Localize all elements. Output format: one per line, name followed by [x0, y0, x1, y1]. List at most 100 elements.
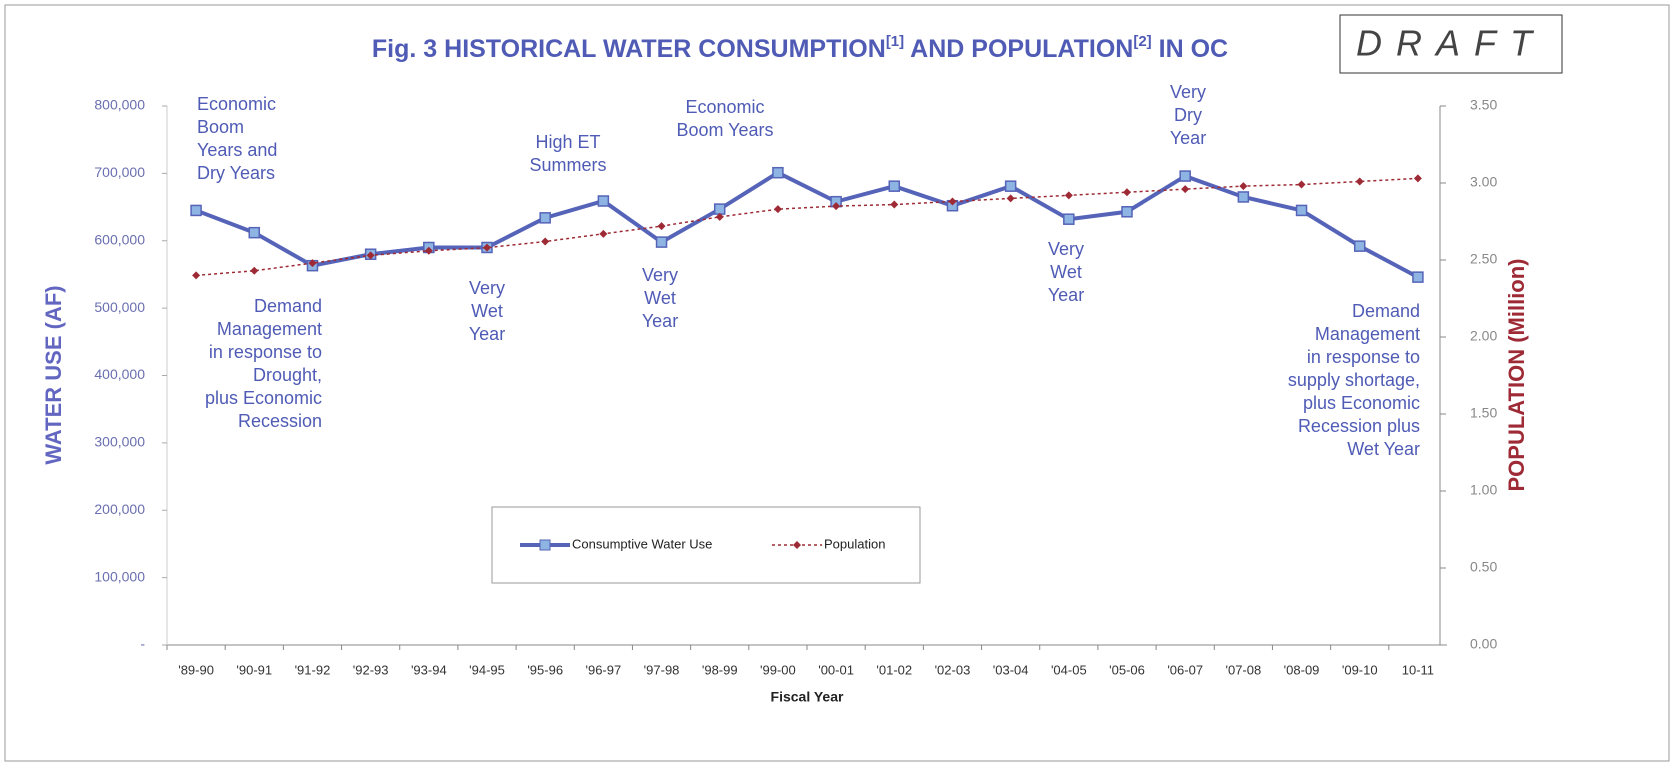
x-tick-label: '96-97 [585, 662, 621, 677]
point [1297, 180, 1306, 189]
point [1121, 206, 1133, 218]
point [366, 251, 375, 260]
point [541, 237, 550, 246]
y2-axis-label: POPULATION (Million) [1504, 258, 1529, 491]
point [1353, 240, 1366, 252]
x-tick-label: '04-05 [1051, 662, 1087, 677]
annotation: Recession [238, 411, 322, 431]
y2-tick-label: 1.50 [1470, 405, 1497, 421]
y2-tick-label: 0.00 [1470, 636, 1497, 652]
point [483, 243, 491, 252]
annotation: Economic [197, 94, 276, 114]
annotation: Year [1170, 128, 1206, 148]
y-tick-label: 800,000 [94, 97, 145, 113]
y2-tick-label: 3.50 [1470, 97, 1497, 113]
annotation: Wet [644, 288, 676, 308]
x-tick-label: '02-03 [935, 662, 971, 677]
point [657, 222, 666, 231]
x-tick-label: '06-07 [1167, 662, 1203, 677]
title-part: AND POPULATION [904, 35, 1133, 63]
x-tick-label: '05-06 [1109, 662, 1145, 677]
point [888, 180, 901, 192]
point [1123, 188, 1131, 197]
annotation: Management [217, 319, 322, 339]
point [1064, 191, 1073, 200]
series-line [195, 170, 1419, 279]
x-tick-label: '97-98 [644, 662, 680, 677]
x-tick-label: '08-09 [1284, 662, 1320, 677]
point [1355, 177, 1364, 186]
annotation: Very [1170, 82, 1206, 102]
annotation: Wet Year [1347, 439, 1420, 459]
annotation: Very [1048, 239, 1084, 259]
x-tick-label: '90-91 [236, 662, 272, 677]
x-tick-label: '95-96 [527, 662, 563, 677]
legend-label: Consumptive Water Use [572, 536, 712, 551]
x-tick-label: '92-93 [353, 662, 389, 677]
y2-tick-label: 1.00 [1470, 482, 1497, 498]
point [250, 266, 259, 275]
x-tick-label: '00-01 [818, 662, 854, 677]
point [1063, 213, 1075, 225]
title-part: Fig. 3 HISTORICAL WATER CONSUMPTION [372, 35, 886, 63]
point [192, 271, 201, 280]
y-tick-label: 500,000 [94, 299, 145, 315]
annotation: Dry Years [197, 163, 275, 183]
x-axis-label: Fiscal Year [771, 689, 844, 705]
point [832, 202, 841, 211]
y-axis-label: WATER USE (AF) [41, 285, 66, 464]
y2-tick-label: 2.50 [1470, 251, 1497, 267]
chart-title: Fig. 3 HISTORICAL WATER CONSUMPTION[1] A… [372, 33, 1228, 63]
point [597, 195, 610, 207]
point [890, 200, 899, 209]
point [1295, 204, 1308, 217]
annotation: High ET [535, 132, 600, 152]
y-tick-label: 200,000 [94, 501, 145, 517]
x-tick-label: '93-94 [411, 662, 447, 677]
annotation: Demand [1352, 301, 1420, 321]
annotation: Boom [197, 117, 244, 137]
point [599, 229, 608, 238]
point [772, 166, 784, 179]
legend-label: Population [824, 536, 885, 551]
point [713, 203, 726, 215]
y2-tick-label: 3.00 [1470, 174, 1497, 190]
stamp-box [1339, 14, 1563, 74]
point [1004, 180, 1017, 192]
point [190, 204, 202, 217]
point [655, 236, 668, 248]
x-tick-label: '99-00 [760, 662, 796, 677]
point [1239, 182, 1248, 191]
y-tick-label: 400,000 [94, 366, 145, 382]
point [1412, 271, 1424, 283]
point [539, 212, 551, 224]
x-tick-label: '03-04 [993, 662, 1029, 677]
annotation: Very [469, 278, 505, 298]
frame [4, 4, 1670, 762]
point [948, 197, 957, 206]
y2-tick-label: 2.00 [1470, 328, 1497, 344]
point [1181, 185, 1190, 194]
annotation: Recession plus [1298, 416, 1420, 436]
annotation: supply shortage, [1288, 370, 1420, 390]
x-tick-label: 10-11 [1402, 662, 1434, 677]
point [1179, 170, 1191, 182]
x-tick-label: '89-90 [178, 662, 214, 677]
x-tick-label: '98-99 [702, 662, 738, 677]
annotation: Year [642, 311, 678, 331]
x-tick-label: '01-02 [876, 662, 912, 677]
annotation: Wet [1050, 262, 1082, 282]
point [1237, 191, 1250, 203]
y-tick-label: 100,000 [94, 568, 145, 584]
annotation: Dry [1174, 105, 1202, 125]
y2-tick-label: 0.50 [1470, 559, 1497, 575]
annotation: Summers [529, 155, 606, 175]
annotation: in response to [209, 342, 322, 362]
x-tick-label: '07-08 [1225, 662, 1261, 677]
series-line [196, 177, 1418, 277]
annotation: in response to [1307, 347, 1420, 367]
annotation: Economic [685, 97, 764, 117]
annotation: Year [469, 324, 505, 344]
y-tick-label: 700,000 [94, 164, 145, 180]
